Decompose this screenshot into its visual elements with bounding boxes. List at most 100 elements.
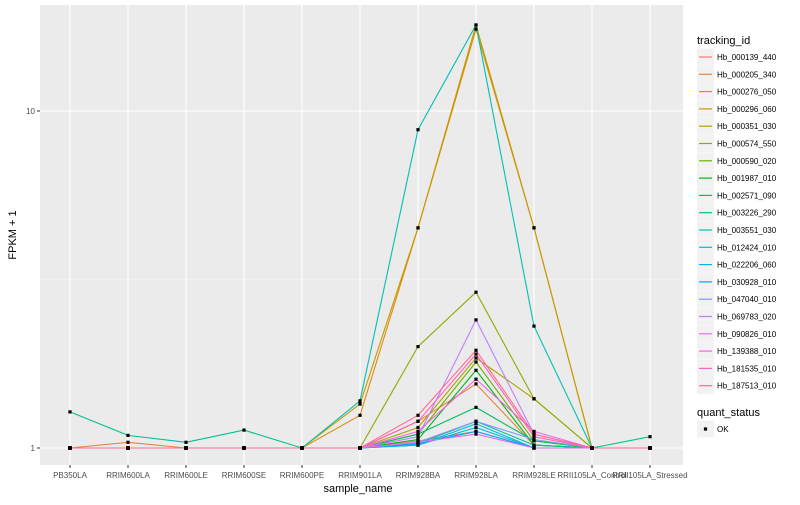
data-point <box>474 432 478 436</box>
data-point <box>474 405 478 409</box>
legend-entry-label: Hb_090826_010 <box>717 330 777 339</box>
x-tick-label: RRIM928LE <box>512 471 556 480</box>
x-tick-label: RRIM901LA <box>338 471 382 480</box>
data-point <box>474 425 478 430</box>
data-point <box>532 437 536 442</box>
x-tick-label: RRIM600LE <box>164 471 208 480</box>
data-point <box>68 410 72 414</box>
legend-title: tracking_id <box>697 35 750 47</box>
y-tick-label: 1 <box>31 444 36 453</box>
data-point <box>474 318 478 322</box>
data-point <box>474 348 478 352</box>
data-point <box>474 352 478 356</box>
data-point <box>126 446 130 450</box>
data-point <box>648 435 652 439</box>
legend-entry-label: Hb_069783_020 <box>717 313 777 322</box>
data-point <box>474 422 478 426</box>
shape-legend-title: quant_status <box>697 407 760 419</box>
legend-entry-label: Hb_003551_030 <box>717 226 777 235</box>
y-axis-title: FPKM + 1 <box>7 210 19 259</box>
shape-legend-entry-label: OK <box>717 425 729 434</box>
data-point <box>474 356 478 360</box>
x-tick-label: RRIM600PE <box>280 471 324 480</box>
legend-entry-label: Hb_000351_030 <box>717 122 777 131</box>
data-point <box>416 435 420 439</box>
legend-entry-label: Hb_001987_010 <box>717 174 777 183</box>
legend-entry-label: Hb_002571_090 <box>717 191 777 200</box>
data-point <box>474 377 478 381</box>
legend-entry-label: Hb_000139_440 <box>717 53 777 62</box>
legend-entry-label: Hb_000276_050 <box>717 88 777 97</box>
data-point <box>532 226 536 230</box>
x-tick-label: RRIM928BA <box>396 471 441 480</box>
data-point <box>126 440 130 444</box>
data-point <box>358 413 362 417</box>
legend-entry-label: Hb_000296_060 <box>717 105 777 114</box>
legend-entry-label: Hb_003226_290 <box>717 209 777 218</box>
legend-entry-label: Hb_000590_020 <box>717 157 777 166</box>
legend-entry-label: Hb_000205_340 <box>717 70 777 79</box>
legend-entry-label: Hb_022206_060 <box>717 261 777 270</box>
legend-entry-label: Hb_139388_010 <box>717 347 777 356</box>
data-point <box>532 446 536 450</box>
data-point <box>416 413 420 417</box>
x-axis: PB350LA RRIM600LA RRIM600LE RRIM600SE RRIM60… <box>53 465 688 480</box>
data-point <box>648 446 652 450</box>
data-point <box>416 432 420 436</box>
data-point <box>184 446 188 450</box>
shape-legend: quant_status OK <box>697 407 760 438</box>
data-points <box>68 23 652 450</box>
data-point <box>532 432 536 436</box>
data-point <box>590 446 594 450</box>
data-point <box>532 397 536 401</box>
data-point <box>474 429 478 433</box>
y-axis: 1 10 <box>26 107 40 453</box>
data-point <box>358 402 362 406</box>
data-point <box>474 290 478 294</box>
data-point <box>532 429 536 433</box>
data-point <box>300 446 304 450</box>
data-point <box>474 360 478 364</box>
data-point <box>358 399 362 403</box>
data-point <box>474 27 478 31</box>
data-point <box>416 440 420 444</box>
x-tick-label: RRII105LA_Control <box>557 471 627 480</box>
data-point <box>416 226 420 230</box>
y-tick-label: 10 <box>26 107 35 116</box>
x-tick-label: RRIM600SE <box>222 471 266 480</box>
legend-entry-label: Hb_030928_010 <box>717 278 777 287</box>
x-tick-label: RRIM928LA <box>454 471 498 480</box>
data-point <box>474 419 478 423</box>
legend-entry-label: Hb_012424_010 <box>717 243 777 252</box>
legend-entry-label: Hb_047040_010 <box>717 295 777 304</box>
data-point <box>416 345 420 349</box>
data-point <box>184 440 188 444</box>
data-point <box>242 446 246 450</box>
data-point <box>532 324 536 328</box>
shape-key-point <box>703 427 708 431</box>
data-point <box>474 382 478 386</box>
data-point <box>126 433 130 437</box>
data-point <box>416 425 420 430</box>
legend-entry-label: Hb_187513_010 <box>717 382 777 391</box>
x-tick-label: PB350LA <box>53 471 87 480</box>
data-point <box>242 428 246 432</box>
data-point <box>416 437 420 442</box>
data-point <box>358 446 362 450</box>
data-point <box>416 419 420 423</box>
data-point <box>416 429 420 433</box>
x-axis-title: sample_name <box>323 483 392 495</box>
data-point <box>532 443 536 447</box>
color-legend: tracking_id Hb_000139_440 Hb_000205_340 Hb… <box>697 35 777 395</box>
data-point <box>474 368 478 372</box>
data-point <box>68 446 72 450</box>
data-point <box>532 435 536 439</box>
data-point <box>474 23 478 27</box>
data-point <box>416 128 420 132</box>
x-tick-label: RRII105LA_Stressed <box>612 471 687 480</box>
legend-entry-label: Hb_000574_550 <box>717 140 777 149</box>
legend-entry-label: Hb_181535_010 <box>717 364 777 373</box>
x-tick-label: RRIM600LA <box>106 471 150 480</box>
